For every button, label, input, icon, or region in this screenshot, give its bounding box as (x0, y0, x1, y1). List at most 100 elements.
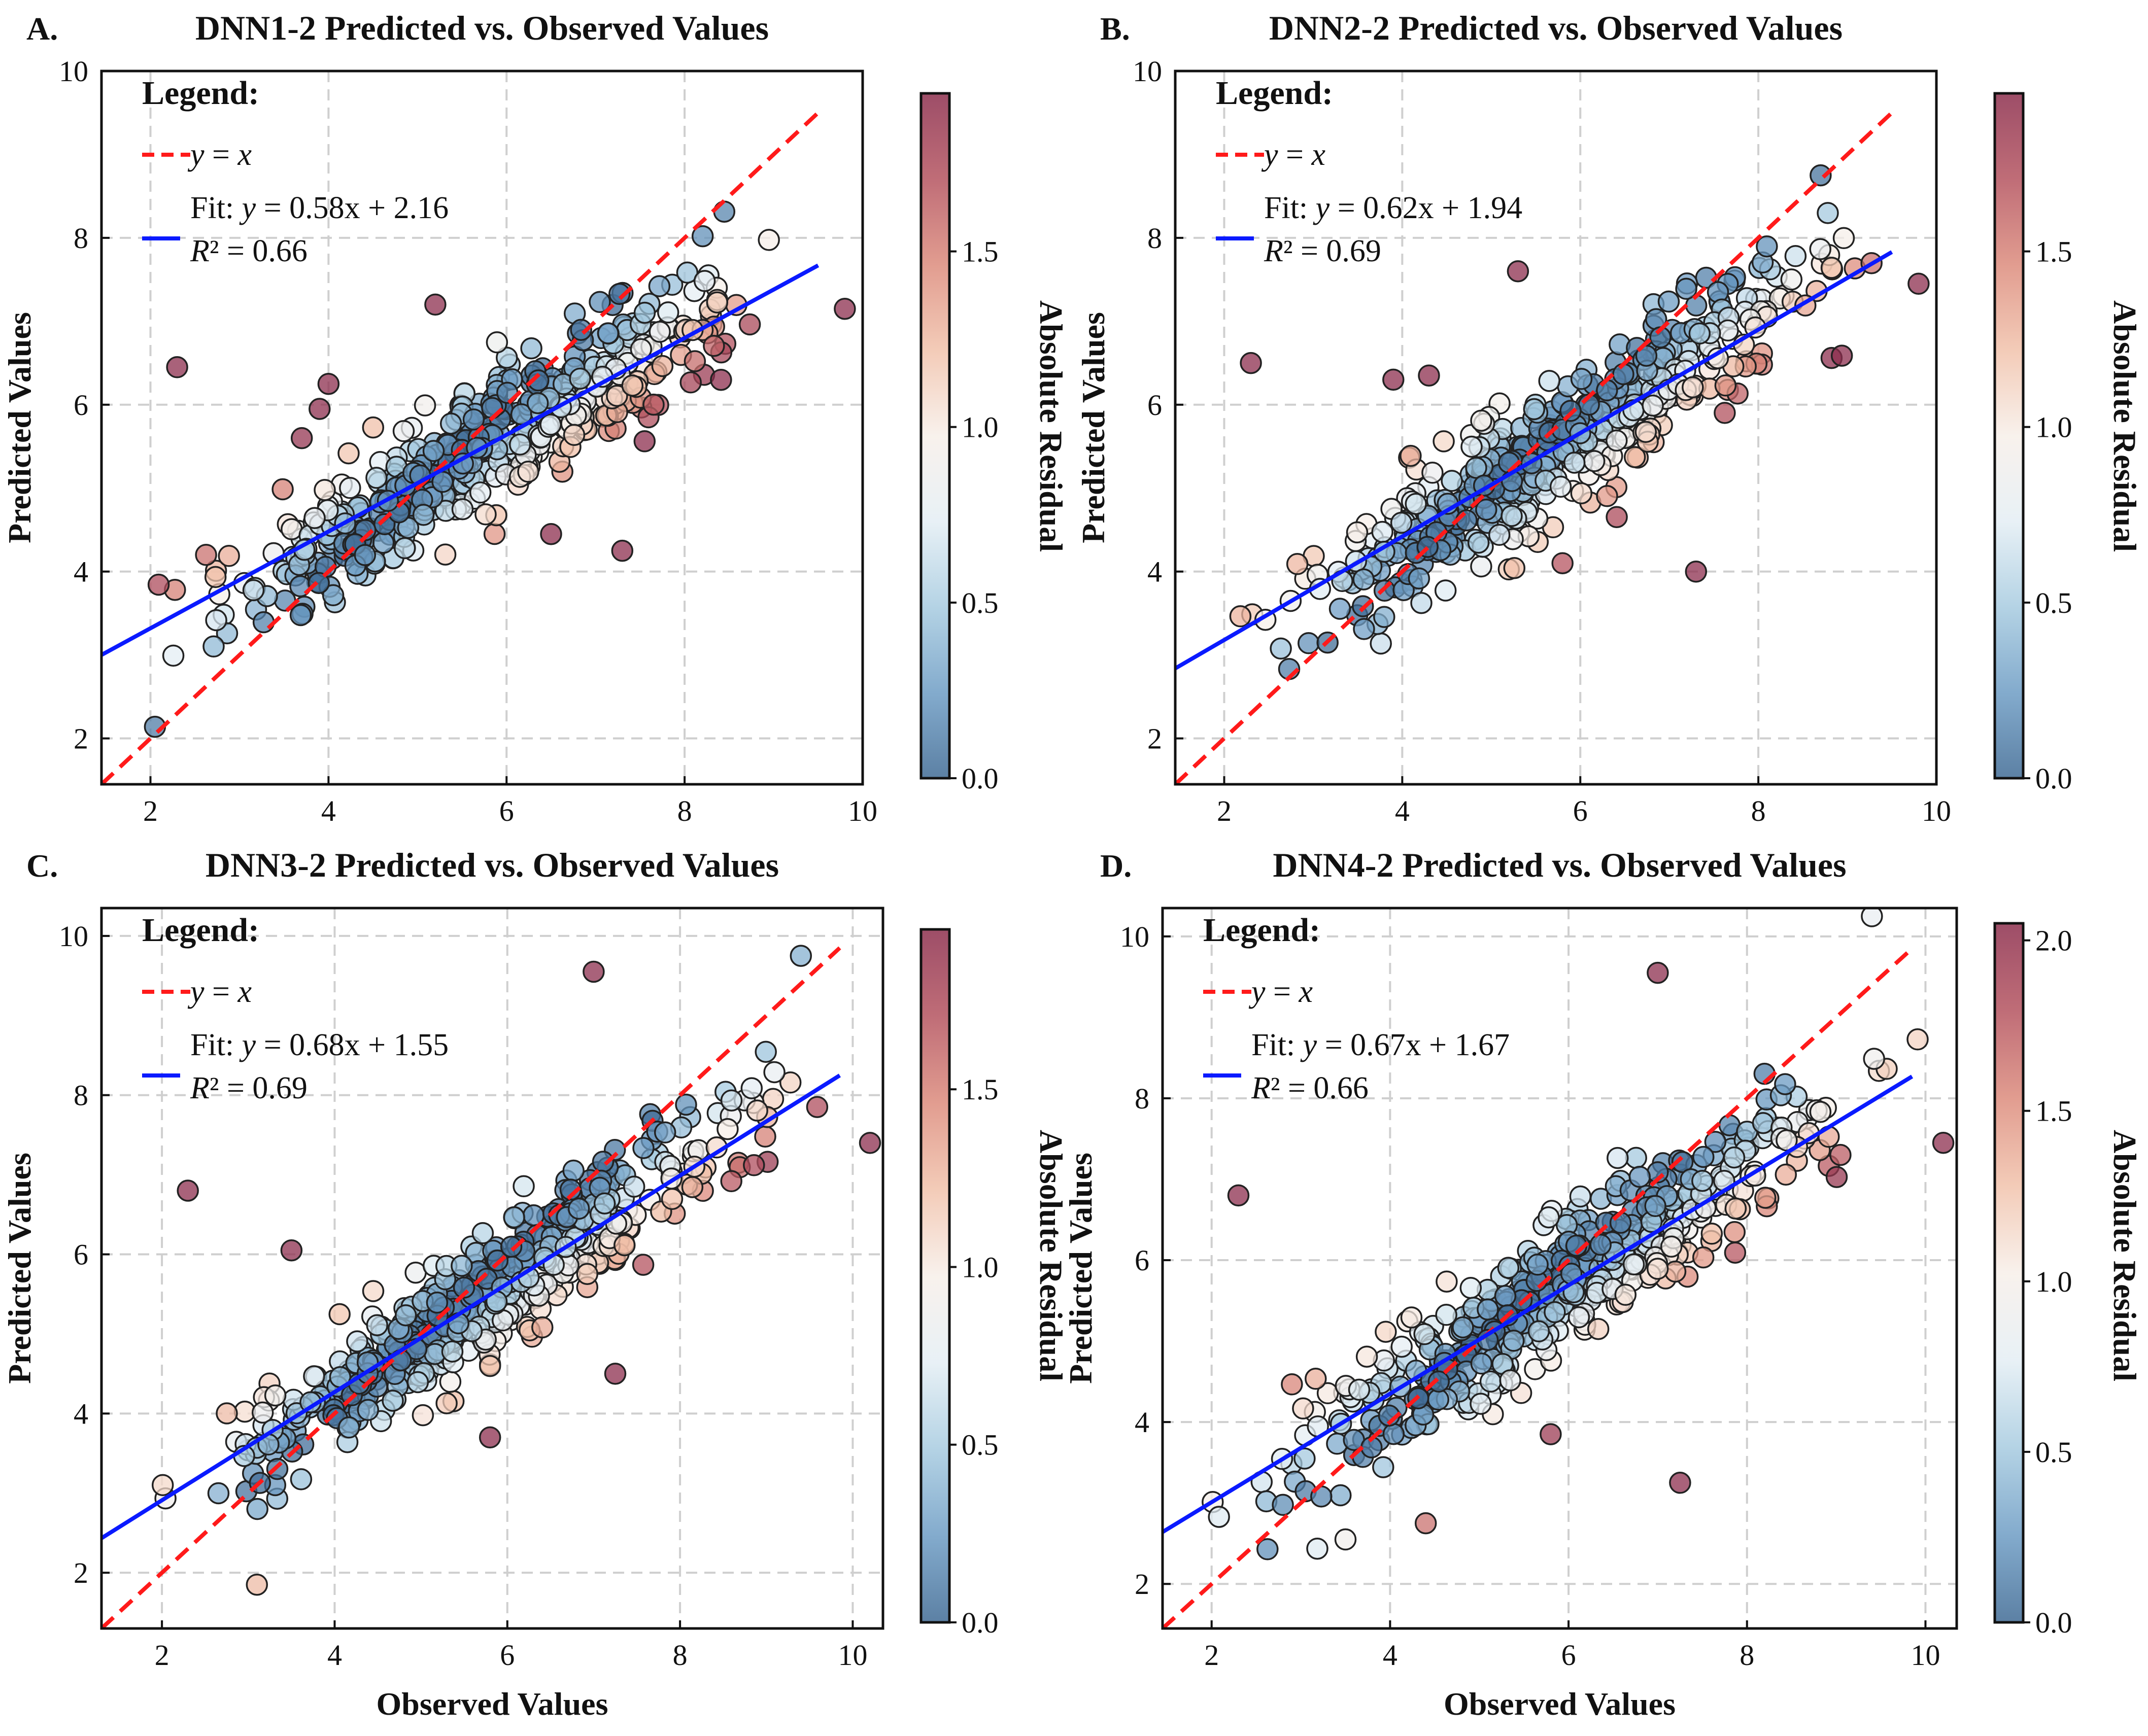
data-point (1569, 1185, 1592, 1208)
data-point (1932, 1131, 1955, 1154)
legend-identity-label: y = x (1261, 137, 1326, 172)
data-point (706, 291, 729, 314)
data-point (451, 1255, 473, 1277)
panel-letter: A. (26, 11, 58, 47)
data-point (517, 461, 539, 483)
y-tick-label: 8 (1135, 1082, 1149, 1115)
data-point (1596, 379, 1618, 402)
data-point (337, 442, 360, 465)
data-point (1306, 1537, 1328, 1560)
data-point (479, 1355, 501, 1377)
data-point (317, 372, 340, 395)
y-tick-label: 8 (74, 1079, 88, 1112)
data-point (1704, 1131, 1727, 1153)
data-point (1452, 1316, 1474, 1339)
data-point (1434, 579, 1457, 602)
data-point (570, 319, 592, 341)
data-point (576, 1263, 599, 1285)
data-point (1499, 1369, 1521, 1392)
colorbar-gradient (1993, 92, 2025, 780)
data-point (1646, 1258, 1669, 1280)
data-point (743, 1154, 765, 1176)
data-point (1538, 370, 1560, 392)
panel-letter: D. (1100, 848, 1132, 884)
y-tick-label: 6 (1147, 389, 1162, 422)
colorbar-tick-label: 1.0 (962, 411, 999, 444)
data-point (1414, 1512, 1437, 1535)
data-point (679, 371, 702, 394)
data-point (392, 420, 415, 442)
data-point (1756, 235, 1778, 258)
data-point (1700, 1223, 1723, 1245)
data-point (479, 1426, 501, 1449)
colorbar-gradient (919, 92, 951, 780)
data-point (474, 503, 497, 526)
data-point (531, 1316, 554, 1339)
data-point (339, 477, 361, 499)
data-point (567, 1197, 590, 1220)
data-point (1691, 1169, 1714, 1192)
data-point (684, 350, 706, 372)
x-tick-label: 6 (500, 1639, 515, 1672)
x-tick-label: 10 (1911, 1639, 1940, 1672)
data-point (354, 544, 377, 566)
y-tick-label: 10 (59, 55, 88, 88)
legend: Legend: y = x Fit: y = 0.68x + 1.55 R² = 0.… (142, 912, 449, 1105)
legend-title: Legend: (142, 912, 259, 949)
data-point (1570, 482, 1593, 505)
colorbar-tick-label: 1.0 (962, 1251, 999, 1283)
data-point (1348, 1378, 1371, 1401)
data-point (1459, 1276, 1482, 1299)
data-point (1644, 1195, 1666, 1218)
data-point (309, 398, 331, 420)
legend-title: Legend: (1216, 75, 1333, 112)
data-point (1660, 1235, 1683, 1258)
data-point (540, 523, 562, 545)
data-point (195, 544, 217, 566)
data-point (717, 1118, 739, 1140)
data-point (583, 960, 605, 983)
y-tick-label: 6 (74, 389, 88, 422)
panel-c: C. DNN3-2 Predicted vs. Observed Values 2 4… (2, 846, 1069, 1722)
data-point (1825, 1166, 1848, 1188)
data-point (1435, 1304, 1457, 1326)
panel-title: DNN3-2 Predicted vs. Observed Values (206, 846, 779, 884)
y-axis-label: Predicted Values (2, 312, 38, 543)
y-tick-label: 4 (1135, 1406, 1149, 1439)
x-axis-label: Observed Values (1444, 1686, 1676, 1722)
scatter-points (144, 200, 856, 738)
colorbar: 0.0 0.5 1.0 1.5 2.0 Absolute Residual (1993, 922, 2143, 1639)
x-tick-label: 2 (1204, 1639, 1219, 1672)
data-point (303, 1365, 325, 1387)
data-point (162, 644, 185, 667)
data-point (207, 1482, 230, 1505)
data-point (1270, 637, 1292, 660)
data-point (520, 337, 542, 360)
data-point (246, 1498, 268, 1520)
data-point (1606, 506, 1628, 528)
x-tick-label: 2 (1217, 794, 1232, 827)
data-point (1229, 605, 1252, 628)
data-point (393, 537, 416, 560)
data-point (703, 334, 725, 357)
data-point (1467, 531, 1490, 554)
y-tick-label: 8 (1147, 222, 1162, 255)
data-point (451, 498, 474, 520)
data-point (1614, 1283, 1637, 1306)
fit-line (101, 263, 820, 657)
axes-frame (100, 70, 864, 786)
x-tick-label: 4 (327, 1639, 342, 1672)
y-tick-label: 10 (1120, 920, 1149, 953)
data-point (1272, 1494, 1294, 1516)
data-point (1329, 1484, 1352, 1507)
data-point (424, 293, 447, 316)
data-point (486, 331, 508, 354)
x-tick-label: 10 (1922, 794, 1951, 827)
data-point (483, 523, 506, 545)
data-point (661, 1188, 684, 1210)
colorbar-tick-label: 0.5 (2035, 1436, 2072, 1469)
fit-line (101, 1073, 841, 1540)
data-point (1587, 1317, 1610, 1340)
data-point (147, 573, 170, 596)
data-point (1390, 511, 1413, 534)
